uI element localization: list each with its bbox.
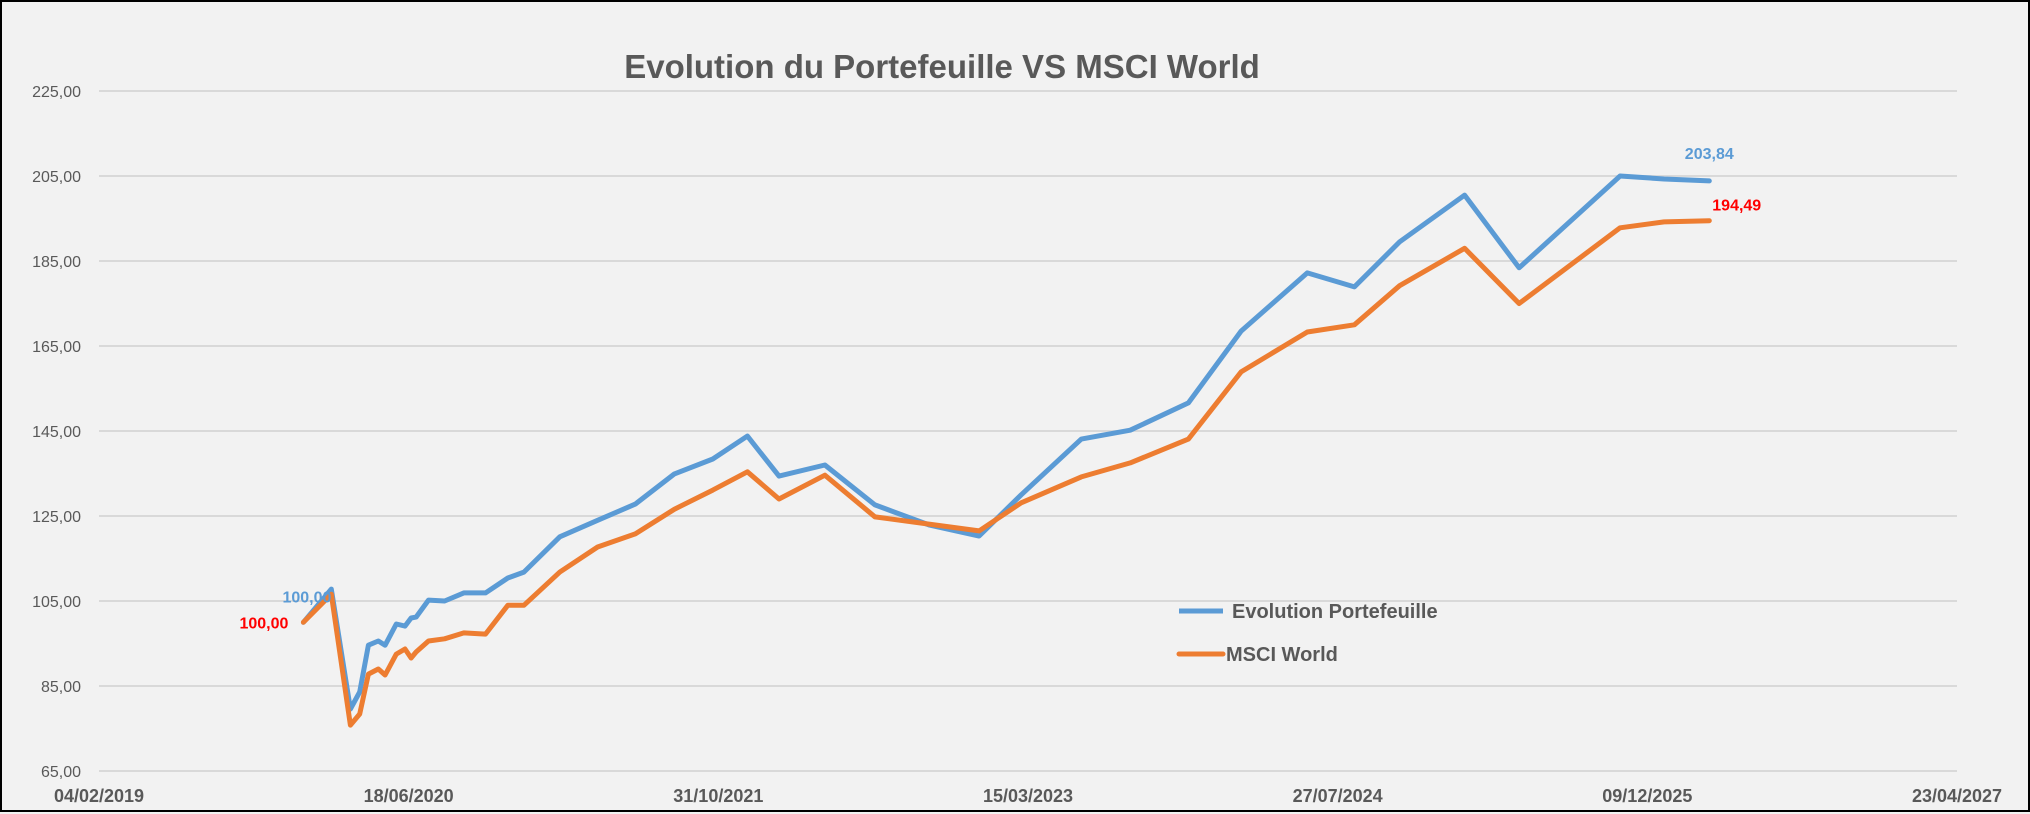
legend-label-msci: MSCI World xyxy=(1226,644,1338,666)
y-tick-label: 85,00 xyxy=(41,679,81,696)
y-tick-label: 165,00 xyxy=(32,339,81,356)
x-tick-label: 23/04/2027 xyxy=(1912,786,2002,806)
series-line-msci-world xyxy=(303,221,1709,725)
y-tick-label: 205,00 xyxy=(32,169,81,186)
y-tick-label: 225,00 xyxy=(32,84,81,101)
y-tick-label: 185,00 xyxy=(32,254,81,271)
x-tick-label: 18/06/2020 xyxy=(364,786,454,806)
y-tick-label: 65,00 xyxy=(41,764,81,781)
data-label-msci-end: 194,49 xyxy=(1712,198,1761,215)
data-label-msci-start: 100,00 xyxy=(239,615,288,632)
y-axis-ticks: 65,00 85,00 105,00 125,00 145,00 165,00 185,00… xyxy=(32,84,81,781)
y-tick-label: 125,00 xyxy=(32,509,81,526)
data-labels: 100,00 100,00 203,84 194,49 xyxy=(239,146,1761,632)
y-tick-label: 145,00 xyxy=(32,424,81,441)
x-axis-ticks: 04/02/2019 18/06/2020 31/10/2021 15/03/2023… xyxy=(54,786,2002,806)
legend: Evolution Portefeuille MSCI World xyxy=(1179,601,1438,666)
legend-label-portefeuille: Evolution Portefeuille xyxy=(1232,601,1438,623)
data-label-portefeuille-end: 203,84 xyxy=(1685,146,1734,163)
series-lines xyxy=(303,176,1709,725)
x-tick-label: 04/02/2019 xyxy=(54,786,144,806)
series-line-portefeuille xyxy=(303,176,1709,709)
chart-title: Evolution du Portefeuille VS MSCI World xyxy=(624,48,1260,85)
x-tick-label: 09/12/2025 xyxy=(1602,786,1692,806)
x-tick-label: 31/10/2021 xyxy=(673,786,763,806)
data-label-portefeuille-start: 100,00 xyxy=(282,589,331,606)
x-tick-label: 27/07/2024 xyxy=(1293,786,1383,806)
y-tick-label: 105,00 xyxy=(32,594,81,611)
x-tick-label: 15/03/2023 xyxy=(983,786,1073,806)
